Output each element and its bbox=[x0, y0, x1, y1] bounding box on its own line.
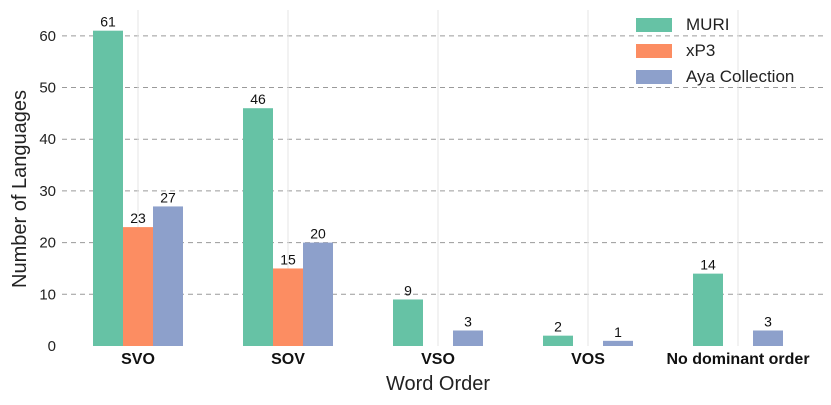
legend-swatch bbox=[636, 18, 672, 32]
x-axis-title: Word Order bbox=[386, 373, 490, 395]
bar-value-label: 15 bbox=[280, 251, 296, 267]
bar-value-label: 20 bbox=[310, 226, 326, 242]
x-tick-label: No dominant order bbox=[666, 351, 809, 368]
bar-aya-collection bbox=[453, 330, 483, 346]
bar-muri bbox=[693, 273, 723, 346]
legend: MURI xP3 Aya Collection bbox=[636, 15, 794, 86]
bar-value-label: 9 bbox=[404, 282, 412, 298]
bar-aya-collection bbox=[603, 340, 633, 346]
x-tick-label: VOS bbox=[571, 351, 605, 368]
x-tick-label: VSO bbox=[421, 351, 455, 368]
x-tick-label: SVO bbox=[121, 351, 155, 368]
bar-aya-collection bbox=[753, 330, 783, 346]
y-tick-label: 20 bbox=[39, 235, 56, 252]
y-tick-label: 40 bbox=[39, 131, 56, 148]
bar-aya-collection bbox=[153, 206, 183, 346]
bar-value-label: 27 bbox=[160, 189, 176, 205]
x-axis-ticks: SVO SOV VSO VOS No dominant order bbox=[121, 351, 809, 368]
y-tick-label: 50 bbox=[39, 80, 56, 97]
bar-value-label: 23 bbox=[130, 210, 146, 226]
bar-value-labels: 61 23 27 46 15 20 9 3 2 1 14 3 bbox=[100, 14, 772, 340]
legend-label: MURI bbox=[686, 15, 729, 34]
bar-aya-collection bbox=[303, 242, 333, 346]
y-tick-label: 60 bbox=[39, 28, 56, 45]
bar-muri bbox=[93, 30, 123, 347]
bar-value-label: 61 bbox=[100, 14, 116, 30]
bar-muri bbox=[543, 335, 573, 346]
bar-value-label: 14 bbox=[700, 257, 716, 273]
legend-swatch bbox=[636, 70, 672, 84]
gridlines bbox=[62, 10, 826, 346]
bar-value-label: 3 bbox=[764, 313, 772, 329]
bars bbox=[93, 30, 783, 347]
x-tick-label: SOV bbox=[271, 351, 305, 368]
legend-label: Aya Collection bbox=[686, 67, 794, 86]
bar-xp3 bbox=[123, 227, 153, 346]
bar-xp3 bbox=[273, 268, 303, 346]
y-axis-ticks: 0 10 20 30 40 50 60 bbox=[39, 28, 56, 355]
legend-label: xP3 bbox=[686, 41, 715, 60]
bar-value-label: 2 bbox=[554, 319, 562, 335]
bar-value-label: 1 bbox=[614, 324, 622, 340]
y-tick-label: 30 bbox=[39, 183, 56, 200]
bar-muri bbox=[393, 299, 423, 346]
y-tick-label: 10 bbox=[39, 286, 56, 303]
bar-value-label: 46 bbox=[250, 91, 266, 107]
y-axis-title: Number of Languages bbox=[9, 90, 31, 288]
bar-muri bbox=[243, 108, 273, 346]
bar-value-label: 3 bbox=[464, 313, 472, 329]
legend-swatch bbox=[636, 44, 672, 58]
y-tick-label: 0 bbox=[48, 338, 56, 355]
